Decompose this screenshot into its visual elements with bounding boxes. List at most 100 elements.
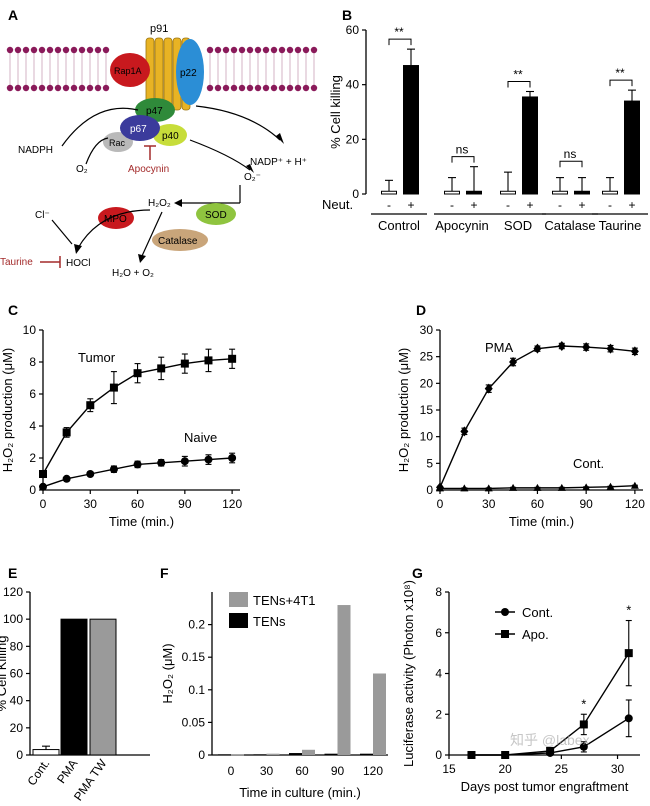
x-tick-label: 120 bbox=[222, 497, 242, 511]
lipid-head bbox=[102, 46, 110, 54]
data-point-circle bbox=[86, 470, 95, 478]
y-axis-label: H₂O₂ production (μM) bbox=[0, 348, 15, 473]
data-point-triangle bbox=[557, 483, 566, 491]
series-line bbox=[439, 345, 635, 488]
bar bbox=[32, 749, 60, 756]
significance-label: * bbox=[581, 696, 586, 711]
panel-letter: G bbox=[412, 565, 423, 581]
taurine-label: Taurine bbox=[0, 257, 33, 268]
y-tick-label: 20 bbox=[346, 132, 360, 146]
bar bbox=[444, 190, 460, 195]
y-tick-label: 0 bbox=[16, 748, 23, 762]
legend-label: TENs bbox=[253, 614, 286, 629]
panel-letter: F bbox=[160, 565, 169, 581]
y-tick-label: 20 bbox=[10, 721, 24, 735]
significance-bracket bbox=[388, 38, 412, 46]
lipid-head bbox=[46, 46, 54, 54]
lipid-head bbox=[6, 46, 14, 54]
data-point-diamond bbox=[484, 383, 493, 394]
bar bbox=[602, 190, 618, 195]
y-axis-label: Luciferase activity (Photon x10⁸) bbox=[401, 580, 416, 767]
panel-letter: E bbox=[8, 565, 17, 581]
bar bbox=[624, 100, 640, 195]
y-tick-label: 2 bbox=[29, 451, 36, 465]
p40-protein bbox=[153, 124, 187, 146]
o2-minus-label: O₂⁻ bbox=[244, 172, 261, 183]
data-point-square bbox=[180, 359, 189, 368]
lipid-head bbox=[6, 84, 14, 92]
x-tick-label: 25 bbox=[555, 762, 569, 776]
lipid-head bbox=[254, 84, 262, 92]
lipid-head bbox=[278, 46, 286, 54]
p40-label: p40 bbox=[162, 131, 179, 142]
p47-label: p47 bbox=[146, 106, 163, 117]
lipid-head bbox=[78, 46, 86, 54]
data-point-circle bbox=[109, 465, 118, 474]
y-tick-label: 0 bbox=[426, 483, 433, 497]
y-tick-label: 120 bbox=[3, 585, 23, 599]
panel-g: G 0 2 4 6 8 15 20 25 30 Days post tumor engraftmen… bbox=[401, 565, 640, 794]
bar bbox=[266, 753, 280, 755]
data-point-diamond bbox=[630, 346, 639, 357]
nadp-arrow bbox=[195, 105, 281, 141]
data-point-square bbox=[133, 369, 142, 378]
neut-level-label: - bbox=[506, 198, 510, 212]
lipid-head bbox=[294, 46, 302, 54]
nadph-label: NADPH bbox=[18, 145, 53, 156]
o2-arrow bbox=[85, 137, 109, 165]
data-point-square bbox=[579, 720, 588, 729]
data-point-square bbox=[624, 649, 633, 658]
lipid-head bbox=[302, 84, 310, 92]
lipid-head bbox=[238, 84, 246, 92]
chloride-label: Cl⁻ bbox=[35, 210, 50, 221]
lipid-head bbox=[230, 84, 238, 92]
y-tick-label: 8 bbox=[29, 355, 36, 369]
y-tick-label: 80 bbox=[10, 639, 24, 653]
lipid-head bbox=[38, 84, 46, 92]
lipid-head bbox=[214, 84, 222, 92]
bar bbox=[337, 605, 351, 755]
data-point-square bbox=[546, 746, 555, 755]
bar bbox=[253, 754, 267, 756]
category-label: 120 bbox=[363, 764, 383, 778]
y-tick-label: 25 bbox=[420, 350, 434, 364]
series-label: Cont. bbox=[573, 456, 604, 471]
panel-c: C 0 2 4 6 8 10 0 30 60 90 120 Time (min.) H₂O₂ produc… bbox=[0, 302, 242, 529]
data-point-triangle bbox=[533, 483, 542, 491]
significance-label: * bbox=[626, 603, 631, 618]
p91-label: p91 bbox=[150, 23, 168, 35]
lipid-head bbox=[46, 84, 54, 92]
lipid-head bbox=[62, 84, 70, 92]
bar bbox=[373, 673, 386, 755]
neut-level-label: - bbox=[558, 198, 562, 212]
catalase-arrow bbox=[141, 211, 163, 257]
y-tick-label: 0 bbox=[435, 748, 442, 762]
lipid-head bbox=[262, 84, 270, 92]
y-tick-label: 0.15 bbox=[182, 650, 206, 664]
panel-f: F 0 0.05 0.1 0.15 0.2 Time in culture (min.) H₂… bbox=[160, 565, 388, 800]
significance-label: ns bbox=[564, 147, 577, 161]
lipid-head bbox=[70, 46, 78, 54]
panel-b: B 0 20 40 60 % Cell killing - + Control ** - + Apocy… bbox=[322, 7, 648, 233]
data-point-triangle bbox=[436, 484, 444, 492]
x-tick-label: 90 bbox=[579, 497, 593, 511]
y-tick-label: 4 bbox=[29, 419, 36, 433]
bar bbox=[218, 754, 231, 756]
bar bbox=[231, 754, 244, 756]
data-point-circle bbox=[228, 454, 237, 462]
lipid-head bbox=[206, 46, 214, 54]
y-tick-label: 10 bbox=[23, 323, 37, 337]
data-point-square bbox=[228, 354, 237, 363]
data-point-square bbox=[39, 470, 47, 478]
water-oxygen-label: H₂O + O₂ bbox=[112, 268, 154, 279]
category-label: 60 bbox=[295, 764, 309, 778]
rap1a-label: Rap1A bbox=[114, 66, 142, 76]
lipid-head bbox=[22, 84, 30, 92]
bar bbox=[574, 190, 590, 195]
p67-label: p67 bbox=[130, 124, 147, 135]
lipid-head bbox=[214, 46, 222, 54]
data-point-square bbox=[109, 383, 118, 392]
bar bbox=[552, 190, 568, 195]
x-tick-label: 30 bbox=[611, 762, 625, 776]
